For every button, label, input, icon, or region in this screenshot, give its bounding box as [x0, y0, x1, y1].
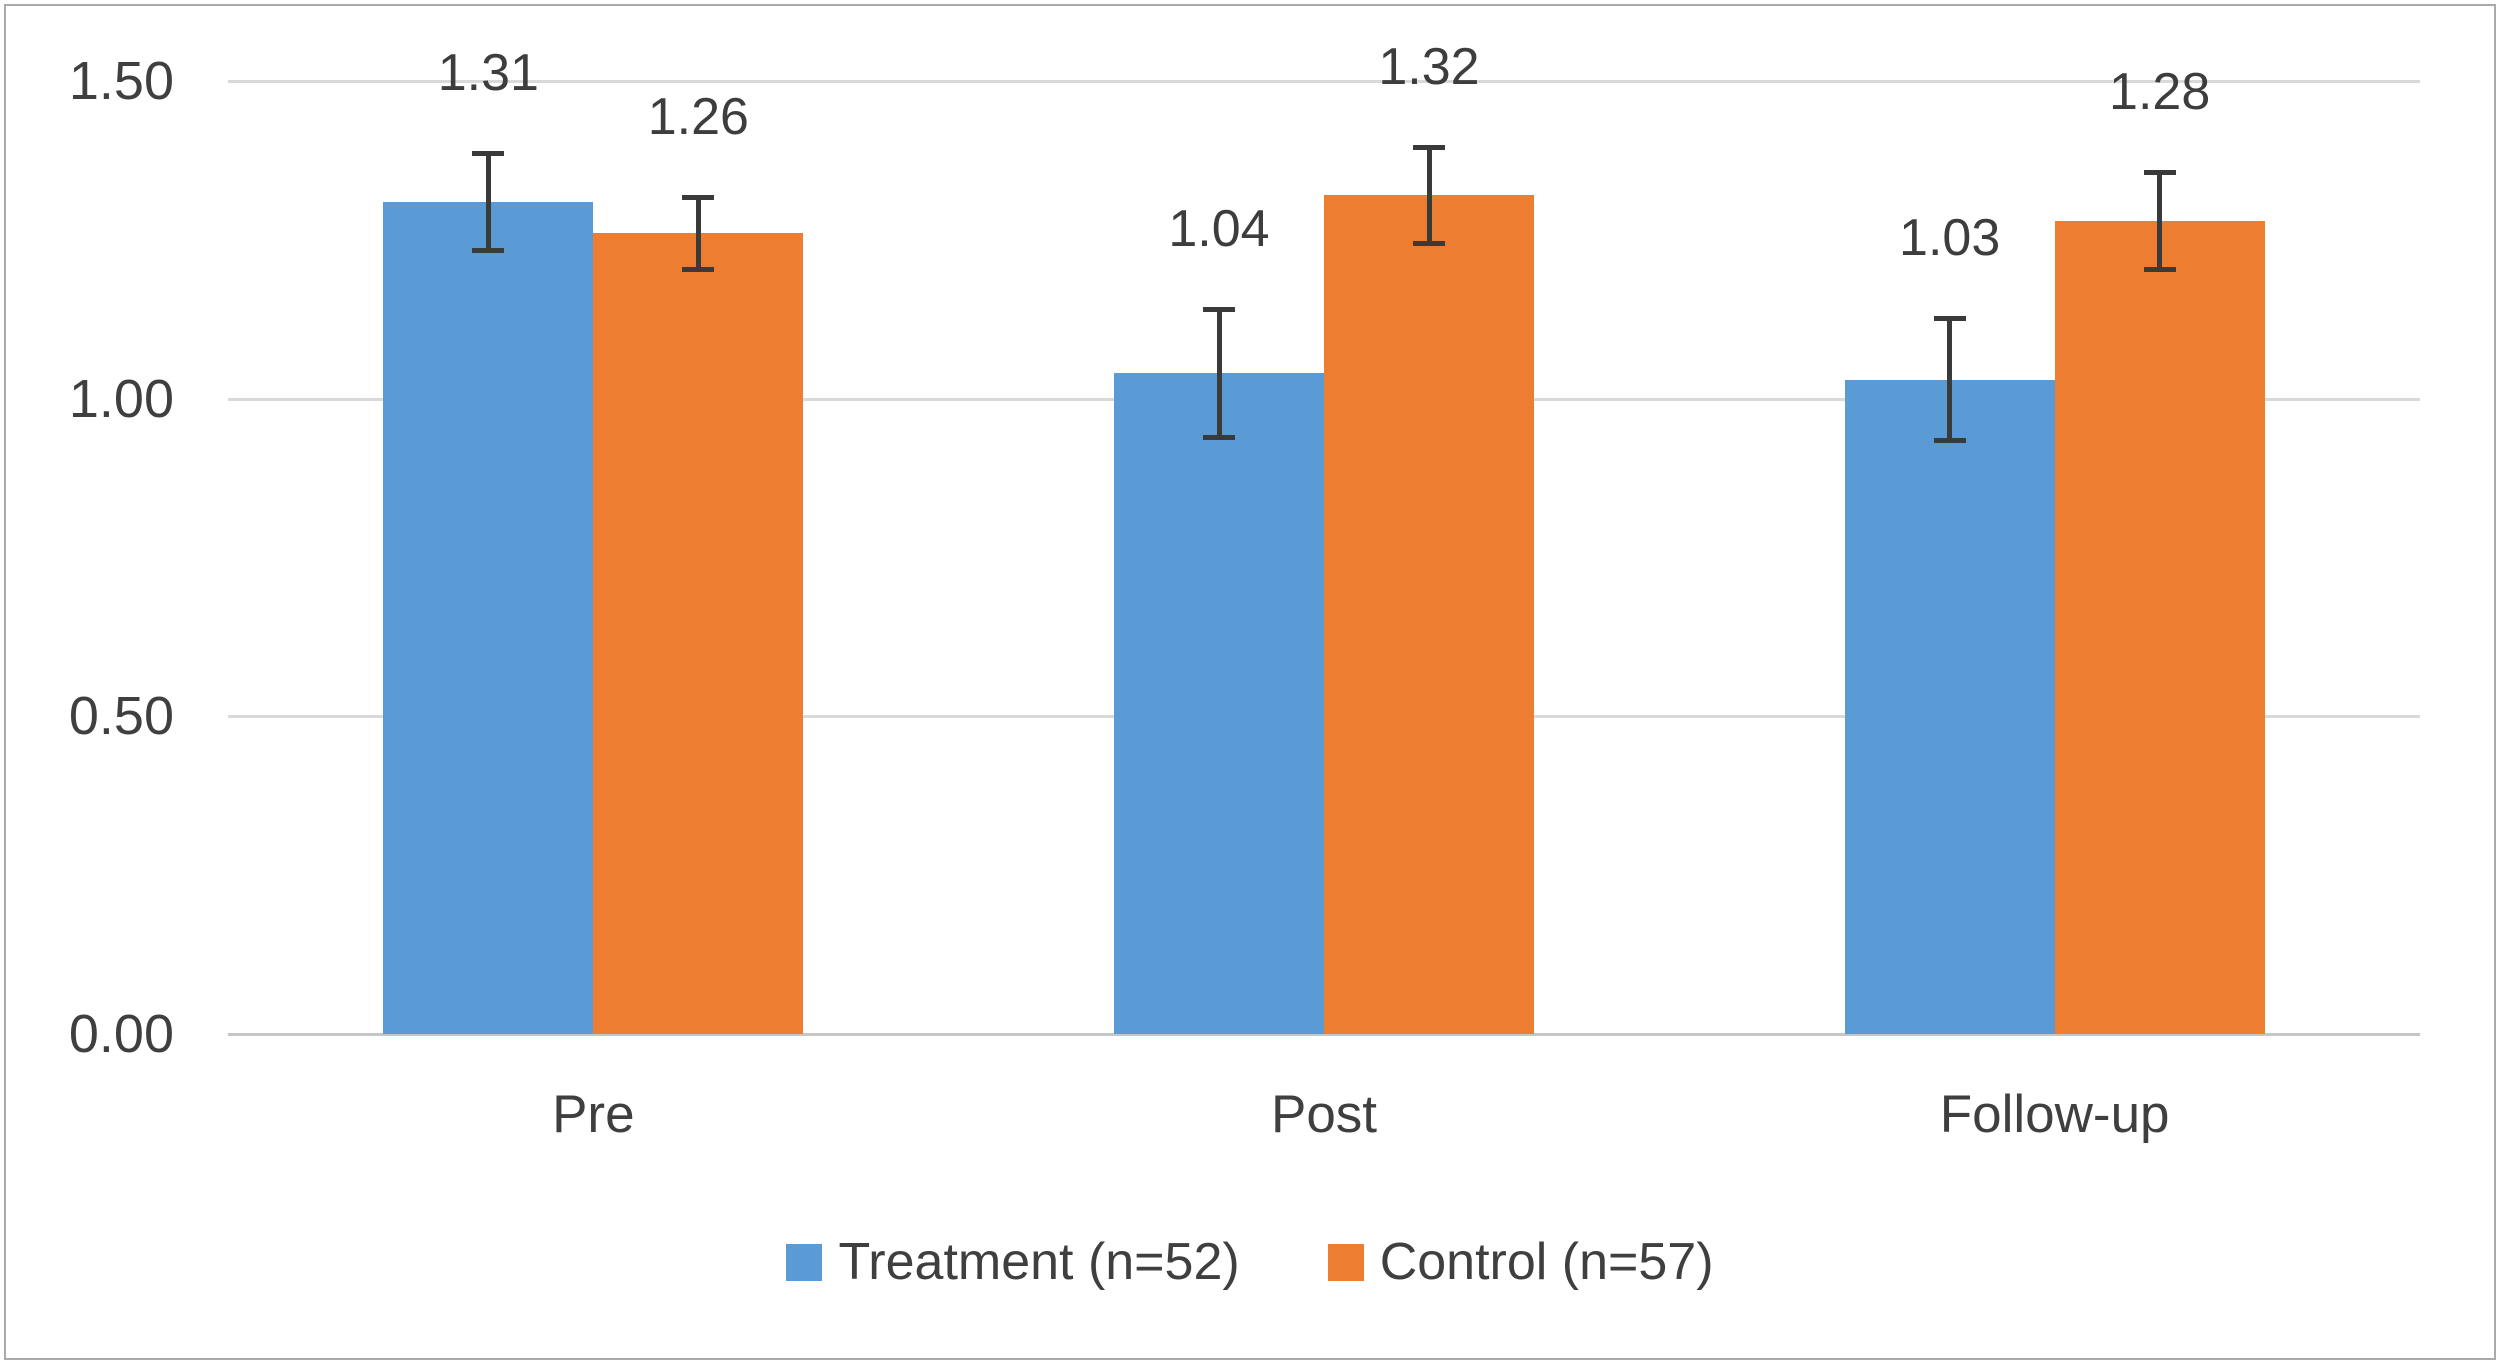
- error-bar-cap-bottom: [1413, 241, 1445, 247]
- legend: Treatment (n=52) Control (n=57): [6, 1232, 2494, 1292]
- error-bar-control-post: [1413, 144, 1445, 247]
- error-bar-treatment-post: [1203, 306, 1235, 440]
- error-bar-cap-bottom: [682, 266, 715, 272]
- legend-label-treatment: Treatment (n=52): [838, 1233, 1240, 1291]
- error-bar-cap-top: [1933, 316, 1966, 322]
- y-axis-tick-label: 1.50: [68, 51, 174, 111]
- legend-swatch-control: [1327, 1243, 1364, 1281]
- error-bar-cap-bottom: [2143, 266, 2176, 272]
- error-bar-cap-bottom: [1203, 434, 1235, 440]
- legend-label-control: Control (n=57): [1379, 1233, 1714, 1291]
- error-bar-line: [485, 150, 491, 253]
- error-bar-line: [1947, 316, 1953, 444]
- data-label-control-post: 1.32: [1378, 37, 1480, 96]
- y-axis-tick-label: 1.00: [68, 368, 174, 429]
- bar-control-post: [1324, 195, 1534, 1034]
- error-bar-line: [695, 195, 701, 272]
- error-bar-treatment-pre: [472, 150, 505, 253]
- error-bar-cap-bottom: [472, 247, 505, 253]
- error-bar-line: [2157, 169, 2163, 272]
- error-bar-line: [1426, 144, 1432, 247]
- bar-treatment-follow-up: [1844, 379, 2055, 1034]
- chart-frame: 1.50 1.00 0.50 0.00 1.31 1.04 1.03 1.26 1.32 1.28…: [4, 4, 2496, 1360]
- x-axis-label-follow-up: Follow-up: [1939, 1085, 2170, 1144]
- legend-item-control: Control (n=57): [1327, 1232, 1714, 1292]
- error-bar-control-pre: [682, 195, 715, 272]
- error-bar-cap-bottom: [1933, 438, 1966, 444]
- y-axis-tick-label: 0.50: [68, 686, 174, 747]
- error-bar-cap-top: [682, 195, 715, 201]
- legend-swatch-treatment: [786, 1243, 823, 1281]
- error-bar-cap-top: [472, 150, 505, 156]
- error-bar-treatment-follow-up: [1933, 316, 1966, 444]
- error-bar-cap-top: [1413, 144, 1445, 150]
- bar-treatment-pre: [383, 201, 594, 1034]
- error-bar-control-follow-up: [2143, 169, 2176, 272]
- legend-item-treatment: Treatment (n=52): [786, 1232, 1240, 1292]
- bar-control-follow-up: [2054, 220, 2265, 1034]
- x-axis-label-pre: Pre: [552, 1085, 635, 1144]
- data-label-treatment-post: 1.04: [1168, 199, 1270, 258]
- bar-treatment-post: [1114, 373, 1324, 1034]
- error-bar-cap-top: [2143, 169, 2176, 175]
- data-label-treatment-follow-up: 1.03: [1899, 209, 2001, 268]
- data-label-control-follow-up: 1.28: [2109, 62, 2211, 121]
- error-bar-cap-top: [1203, 306, 1235, 312]
- error-bar-line: [1216, 306, 1222, 440]
- x-axis-label-post: Post: [1270, 1085, 1378, 1144]
- data-label-treatment-pre: 1.31: [437, 43, 539, 102]
- bar-control-pre: [593, 233, 804, 1034]
- y-axis-tick-label: 0.00: [68, 1004, 174, 1064]
- gridline: [228, 80, 2420, 83]
- gridline: [228, 1033, 2420, 1036]
- data-label-control-pre: 1.26: [647, 88, 749, 147]
